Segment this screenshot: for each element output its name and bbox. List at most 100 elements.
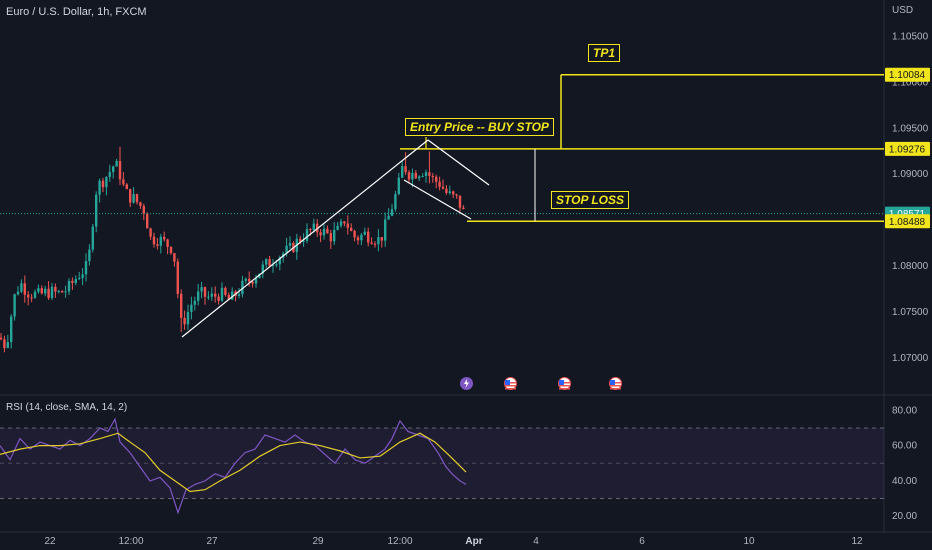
candle-body xyxy=(394,194,397,210)
us-flag-event-icon[interactable] xyxy=(558,377,571,390)
price-level-badge[interactable]: 1.10084 xyxy=(885,67,930,82)
rsi-lines xyxy=(0,417,467,515)
badge-label: 1.10084 xyxy=(889,70,926,81)
candle-body xyxy=(339,221,343,226)
candle-body xyxy=(261,264,264,274)
time-tick-label: 27 xyxy=(206,536,218,547)
candle-body xyxy=(380,237,383,241)
candle-body xyxy=(50,286,54,299)
stop-loss-annotation[interactable]: STOP LOSS xyxy=(551,191,630,209)
candle-body xyxy=(118,160,122,180)
candle-body xyxy=(71,280,74,284)
us-flag-event-icon[interactable] xyxy=(609,377,622,390)
candle-series xyxy=(0,146,465,353)
chart-title: Euro / U.S. Dollar, 1h, FXCM xyxy=(6,6,147,18)
rsi-axis[interactable]: 20.00 40.00 60.00 80.00 xyxy=(892,405,917,522)
entry-annotation[interactable]: Entry Price -- BUY STOP xyxy=(405,118,554,136)
candle-body xyxy=(64,291,67,293)
candle-body xyxy=(67,280,71,292)
price-level-lines xyxy=(0,73,884,223)
candle-body xyxy=(74,278,77,284)
candle-body xyxy=(139,202,142,207)
channel-upper-line xyxy=(427,139,490,186)
time-tick-label: 12 xyxy=(851,536,863,547)
price-level-badge[interactable]: 1.09276 xyxy=(885,141,930,156)
candle-body xyxy=(428,172,431,177)
candle-body xyxy=(61,290,64,293)
candle-body xyxy=(431,176,434,178)
candle-body xyxy=(401,166,404,178)
candle-body xyxy=(353,230,356,238)
candle-body xyxy=(13,294,16,317)
candle-body xyxy=(95,194,98,227)
candle-body xyxy=(258,273,261,278)
candle-body xyxy=(435,176,438,182)
candle-body xyxy=(445,188,448,193)
candle-body xyxy=(384,219,387,241)
candle-body xyxy=(309,229,312,231)
candle-body xyxy=(193,300,196,305)
candle-body xyxy=(27,294,30,298)
candle-body xyxy=(166,239,169,247)
price-tick-label: 1.10000 xyxy=(892,77,929,88)
candle-body xyxy=(458,195,462,208)
candle-body xyxy=(370,242,373,244)
candle-body xyxy=(441,186,445,189)
candle-body xyxy=(112,166,115,173)
lightning-event-icon[interactable] xyxy=(460,377,473,390)
candle-body xyxy=(10,316,13,343)
candle-body xyxy=(163,236,166,240)
candle-body xyxy=(421,175,424,177)
candle-body xyxy=(271,265,275,267)
candle-body xyxy=(418,176,421,179)
candle-body xyxy=(47,288,50,299)
time-axis[interactable]: 22 12:00 27 29 12:00 Apr 4 6 10 12 xyxy=(44,536,863,547)
candle-body xyxy=(404,166,407,173)
candle-body xyxy=(278,257,281,265)
price-tick-label: 1.09500 xyxy=(892,123,929,134)
candle-body xyxy=(326,228,329,234)
candle-body xyxy=(200,287,203,292)
candle-body xyxy=(101,180,105,188)
candle-body xyxy=(299,238,302,242)
candle-body xyxy=(387,215,390,220)
candle-body xyxy=(414,172,417,179)
candle-body xyxy=(20,283,23,292)
candle-body xyxy=(265,259,268,265)
candle-body xyxy=(159,236,162,246)
candle-body xyxy=(176,261,179,294)
candle-body xyxy=(367,231,370,243)
candle-body xyxy=(424,172,428,176)
candle-body xyxy=(122,179,125,185)
candle-body xyxy=(462,207,465,210)
tp1-annotation[interactable]: TP1 xyxy=(588,44,621,62)
price-level-badge[interactable]: 1.08488 xyxy=(885,214,930,229)
candle-body xyxy=(78,278,81,280)
candle-body xyxy=(180,293,183,318)
candle-body xyxy=(44,288,47,294)
rsi-tick-label: 40.00 xyxy=(892,476,917,487)
candle-body xyxy=(411,172,414,180)
us-flag-event-icon[interactable] xyxy=(504,377,517,390)
candle-body xyxy=(288,242,292,246)
candle-body xyxy=(132,194,135,203)
time-tick-label: 10 xyxy=(743,536,755,547)
candle-body xyxy=(251,281,254,284)
badge-bg xyxy=(885,214,930,229)
time-tick-label: 22 xyxy=(44,536,56,547)
time-tick-label: 4 xyxy=(533,536,539,547)
candle-body xyxy=(363,231,366,235)
candle-body xyxy=(23,283,26,295)
candle-body xyxy=(305,229,309,241)
time-tick-label: 6 xyxy=(639,536,645,547)
candle-body xyxy=(30,297,33,299)
candle-body xyxy=(333,229,336,242)
candle-body xyxy=(40,288,43,294)
price-tick-label: 1.09000 xyxy=(892,169,929,180)
price-tick-label: 1.07000 xyxy=(892,353,929,364)
candle-body xyxy=(156,244,159,246)
candle-body xyxy=(33,291,37,298)
candle-body xyxy=(105,176,108,188)
candle-body xyxy=(146,213,149,229)
candle-body xyxy=(217,296,220,301)
